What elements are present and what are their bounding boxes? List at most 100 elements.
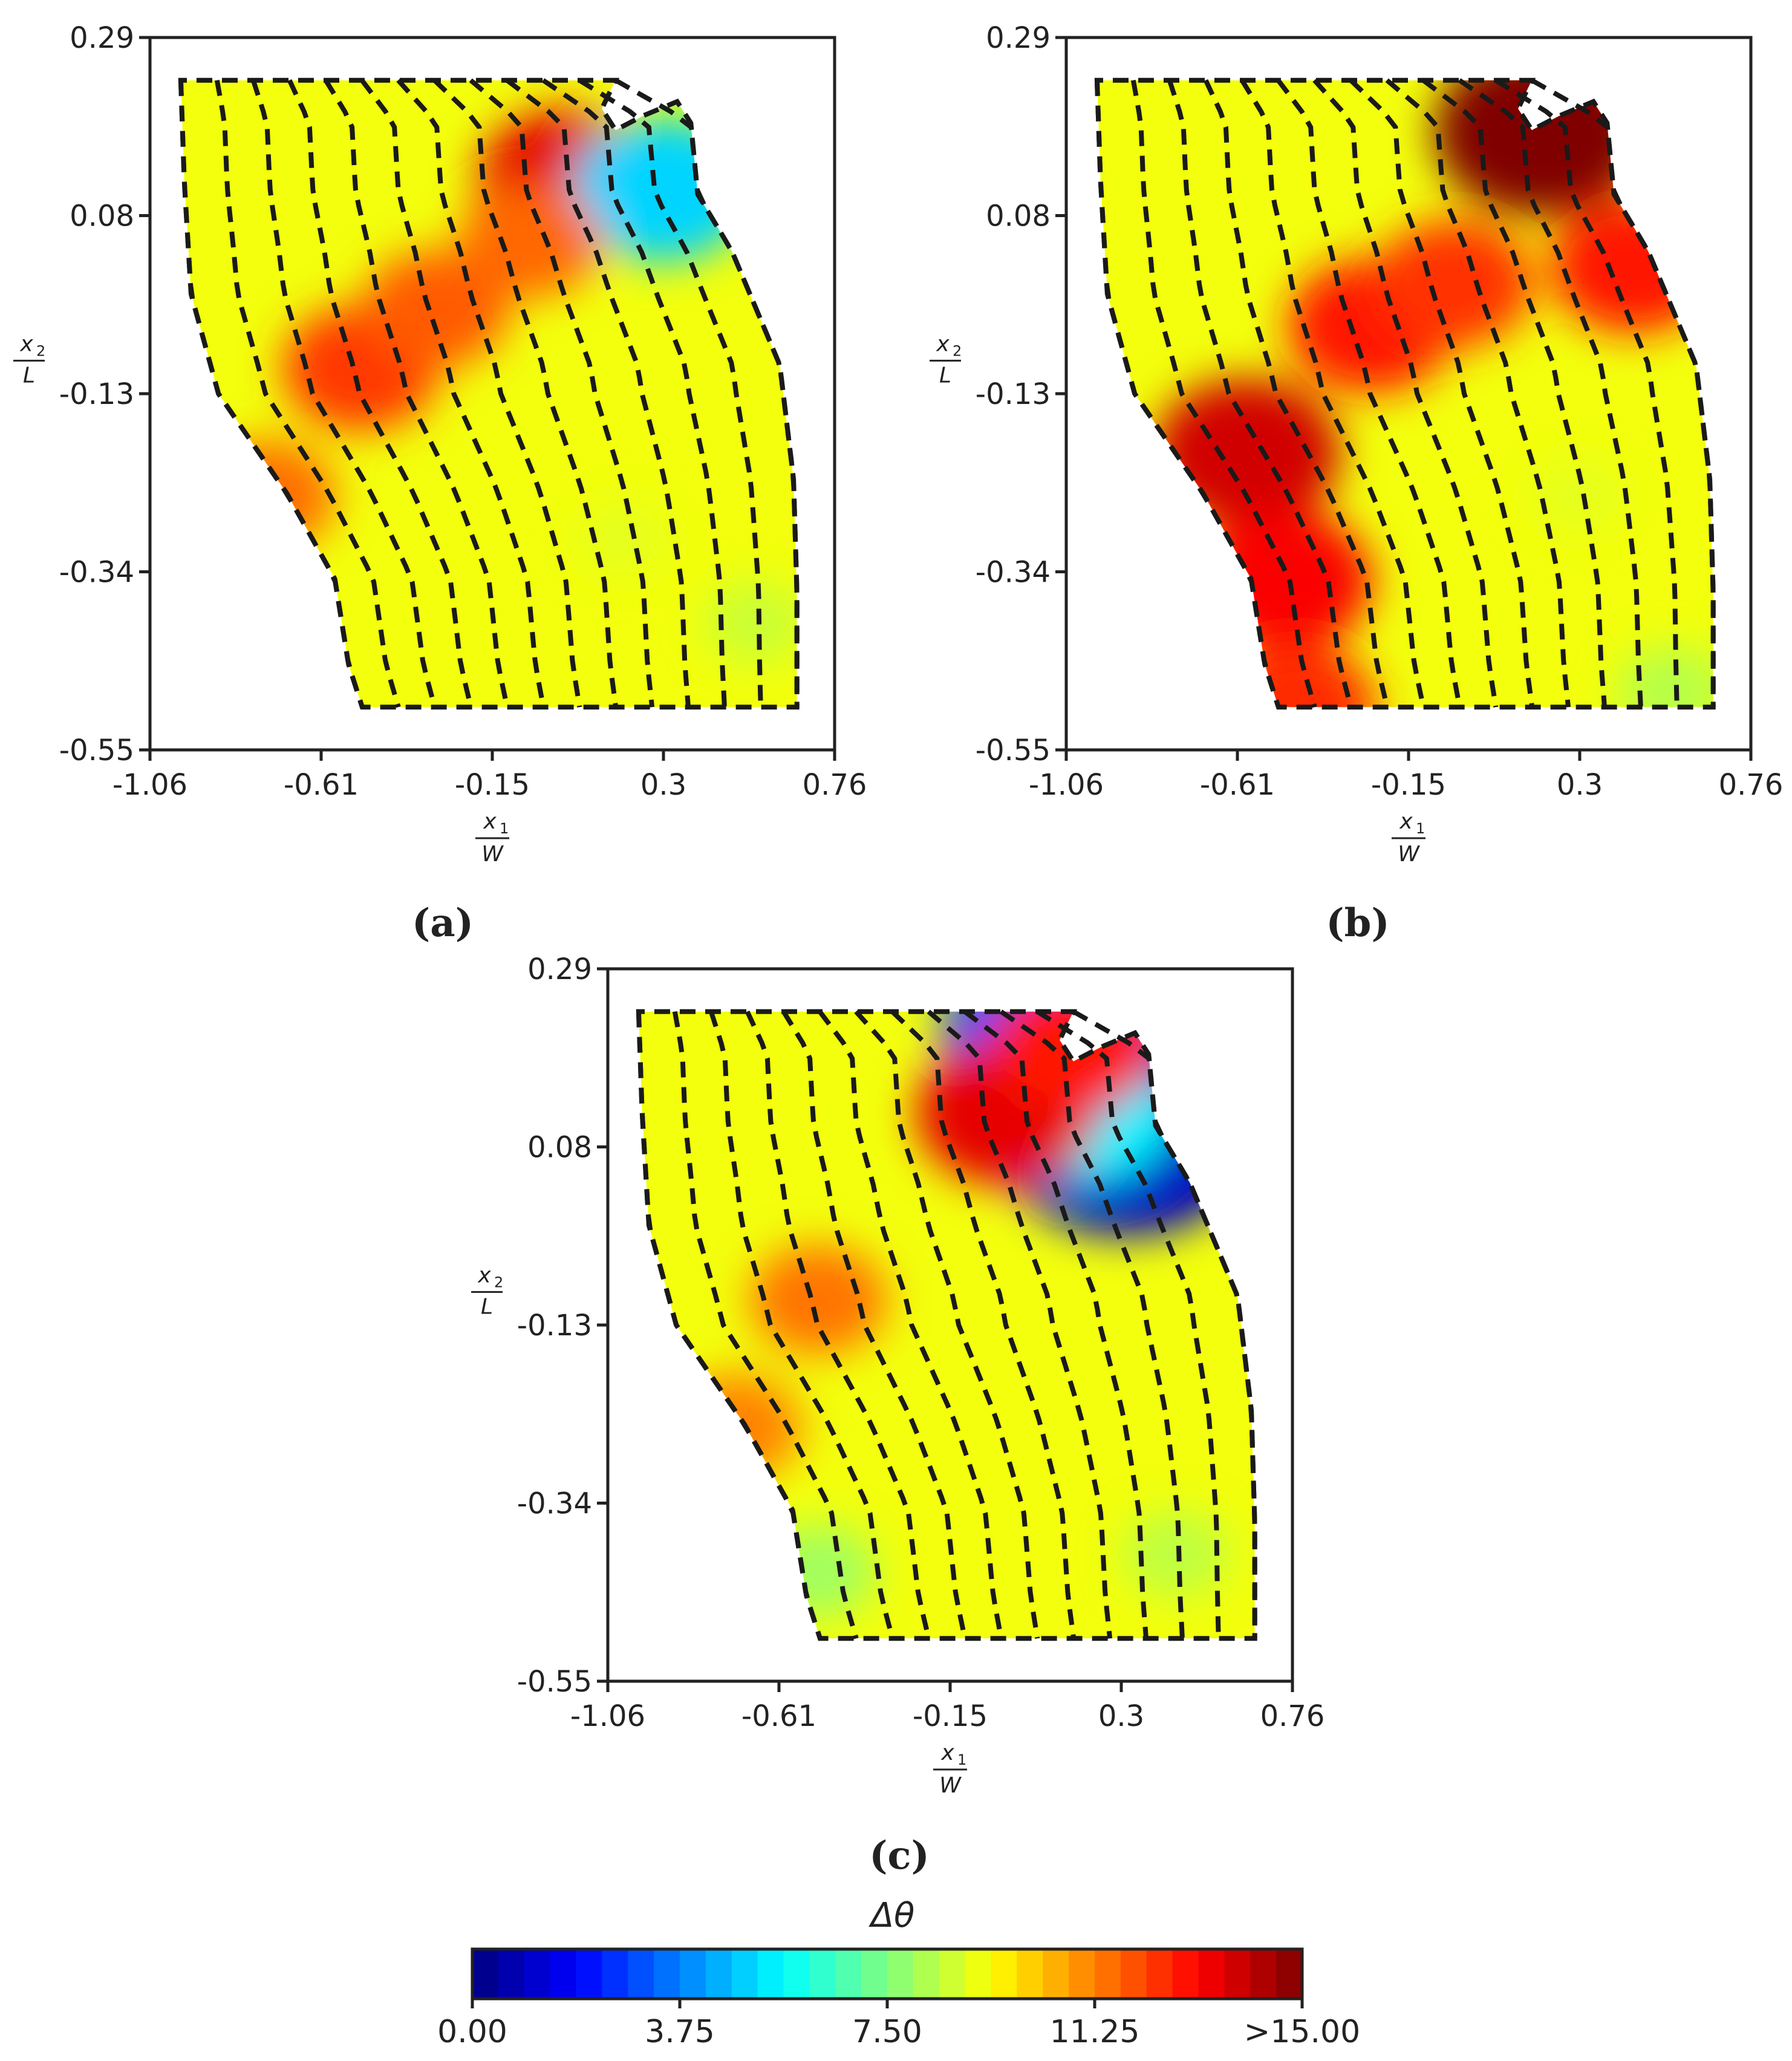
x-tick-label: -0.15 — [455, 768, 530, 802]
panel-b: -1.06 -0.61 -0.15 0.3 0.76 0.29 0.08 -0.13 -0.34… — [930, 21, 1783, 946]
svg-text:x: x — [940, 1740, 954, 1765]
contour-line — [1203, 79, 1390, 708]
contour-line — [214, 79, 401, 708]
colorbar: Δθ 0.00 3.75 7.50 11.25 >15.00 — [437, 1896, 1360, 2050]
x-axis-label: x 1 W — [1392, 809, 1425, 867]
colorbar-bin — [835, 1949, 862, 1999]
svg-text:x: x — [19, 331, 33, 356]
contour-line — [1130, 79, 1317, 708]
svg-text:2: 2 — [36, 342, 45, 359]
contour-line — [1458, 78, 1643, 708]
shape-outline — [1094, 77, 1716, 710]
colorbar-bin — [1146, 1949, 1173, 1999]
colorbar-tick-label: 0.00 — [437, 2014, 507, 2050]
colorbar-bin — [939, 1949, 966, 1999]
hotspot — [1551, 200, 1713, 334]
x-tick-label: -1.06 — [570, 1699, 645, 1733]
contour-line — [890, 1009, 1077, 1639]
svg-text:x: x — [477, 1263, 491, 1288]
y-tick-label: -0.55 — [517, 1665, 592, 1699]
colorbar-bin — [524, 1949, 551, 1999]
y-axis-label: x 2L — [13, 331, 45, 388]
panel-label: (a) — [412, 900, 474, 946]
hotspot — [1530, 457, 1626, 534]
colorbar-bin — [1095, 1949, 1121, 1999]
colorbar-bin — [965, 1949, 992, 1999]
contour-line — [1421, 78, 1607, 708]
colorbar-bin — [1276, 1949, 1303, 1999]
panel-c: -1.06 -0.61 -0.15 0.3 0.76 0.29 0.08 -0.13 -0.34… — [471, 952, 1325, 1878]
contour-line — [1035, 1009, 1221, 1639]
hotspot — [576, 500, 672, 576]
y-tick-label: -0.13 — [976, 377, 1051, 411]
hotspot — [703, 581, 797, 664]
colorbar-bin — [913, 1949, 940, 1999]
hotspot — [363, 250, 509, 368]
colorbar-bin — [550, 1949, 577, 1999]
y-tick-label: -0.34 — [976, 556, 1051, 590]
x-tick-label: -1.06 — [112, 768, 187, 802]
colorbar-bin — [1069, 1949, 1095, 1999]
contour-line — [250, 79, 437, 708]
contour-line — [927, 1009, 1113, 1639]
contour-line — [1312, 79, 1499, 708]
contour-line — [324, 79, 510, 708]
contour-line — [541, 78, 727, 708]
svg-text:x: x — [483, 809, 497, 834]
contour-line — [818, 1010, 1004, 1639]
svg-text:L: L — [481, 1294, 493, 1319]
hotspot — [749, 1245, 887, 1355]
x-tick-label: -0.61 — [284, 768, 359, 802]
colorbar-bin — [809, 1949, 836, 1999]
hotspot — [991, 1011, 1158, 1112]
y-tick-label: -0.13 — [517, 1309, 592, 1343]
x-tick-label: -0.61 — [741, 1699, 816, 1733]
svg-text:x: x — [1399, 809, 1413, 834]
colorbar-bin — [1120, 1949, 1147, 1999]
colorbar-bin — [628, 1949, 654, 1999]
contour-line — [1494, 78, 1680, 708]
colorbar-bin — [1198, 1949, 1225, 1999]
x-tick-label: 0.76 — [803, 768, 867, 802]
x-tick-label: 0.3 — [1557, 768, 1603, 802]
colorbar-title: Δθ — [868, 1896, 915, 1935]
colorbar-bin — [576, 1949, 602, 1999]
x-tick-label: -0.15 — [1371, 768, 1446, 802]
colorbar-bin — [1224, 1949, 1251, 1999]
hotspot — [669, 1373, 803, 1480]
y-tick-label: -0.55 — [976, 734, 1051, 767]
hotspot — [1196, 510, 1372, 651]
colorbar-bin — [705, 1949, 732, 1999]
colorbar-bin — [680, 1949, 706, 1999]
x-tick-label: 0.3 — [1098, 1699, 1144, 1733]
y-tick-label: 0.08 — [527, 1131, 592, 1165]
svg-text:W: W — [481, 842, 504, 867]
panel-label: (c) — [869, 1833, 930, 1878]
y-tick-label: -0.34 — [59, 556, 134, 590]
x-tick-label: 0.76 — [1260, 1699, 1325, 1733]
contour-line — [469, 78, 655, 708]
contour-line — [287, 79, 474, 708]
hotspot — [760, 1524, 877, 1618]
contour-line — [781, 1010, 968, 1639]
y-axis-label: x 2L — [471, 1263, 503, 1319]
hotspot — [459, 184, 601, 298]
contour-line — [854, 1010, 1040, 1639]
hotspot — [1122, 1511, 1230, 1597]
contour-line — [360, 79, 546, 708]
colorbar-bin — [602, 1949, 628, 1999]
colorbar-bin — [757, 1949, 784, 1999]
heat-field — [1096, 80, 1713, 708]
svg-text:1: 1 — [500, 820, 509, 837]
contour-line — [744, 1011, 931, 1639]
svg-text:2: 2 — [494, 1274, 503, 1291]
panel-label: (b) — [1326, 900, 1389, 946]
x-tick-label: -1.06 — [1029, 768, 1104, 802]
colorbar-bin — [1172, 1949, 1199, 1999]
contour-line — [1167, 79, 1354, 708]
contour-line — [1276, 79, 1462, 708]
colorbar-bin — [887, 1949, 914, 1999]
y-tick-label: 0.08 — [986, 200, 1051, 233]
colorbar-bin — [731, 1949, 758, 1999]
